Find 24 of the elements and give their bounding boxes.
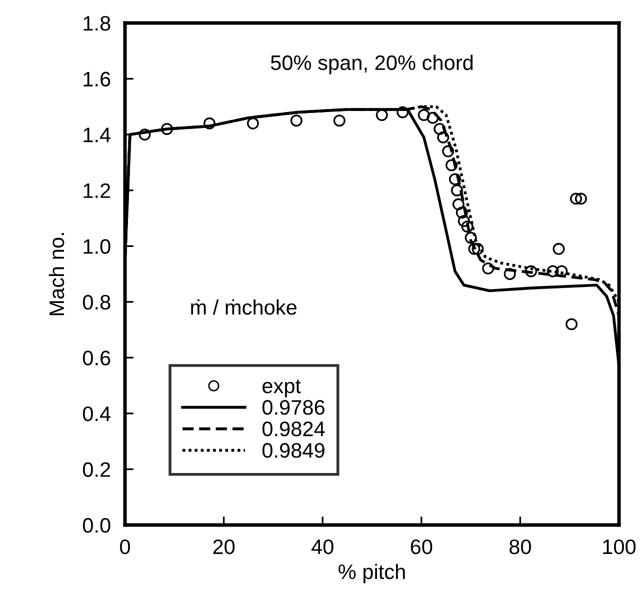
x-tick-label: 100 bbox=[603, 539, 636, 554]
x-axis-title: % pitch bbox=[338, 564, 405, 584]
x-tick-label: 20 bbox=[213, 539, 235, 554]
y-tick-label: 0.6 bbox=[82, 350, 110, 366]
y-axis-title: Mach no. bbox=[48, 233, 64, 316]
y-tick-label: 0.2 bbox=[82, 462, 110, 477]
y-tick-label: 1.2 bbox=[84, 183, 110, 198]
legend-label: expt bbox=[262, 380, 301, 398]
y-tick-label: 1.8 bbox=[84, 16, 110, 31]
legend-label: 0.9824 bbox=[262, 422, 325, 436]
y-tick-label: 1.4 bbox=[84, 128, 111, 142]
y-tick-label: 1.6 bbox=[84, 72, 110, 87]
text: 50% span, 20% chord bbox=[270, 54, 473, 74]
y-tick-label: 0.8 bbox=[82, 294, 110, 310]
x-tick-label: 80 bbox=[510, 539, 531, 554]
legend-title: ṁ / ṁchoke bbox=[191, 299, 296, 315]
x-tick-label: 60 bbox=[410, 539, 432, 554]
y-tick-label: 1.0 bbox=[84, 239, 110, 254]
x-tick-label: 40 bbox=[311, 539, 334, 554]
legend-label: 0.9786 bbox=[262, 400, 324, 415]
y-tick-label: 0.4 bbox=[82, 406, 111, 422]
x-tick-label: 0 bbox=[120, 539, 130, 554]
y-tick-label: 0.0 bbox=[82, 518, 110, 533]
legend-label: 0.9849 bbox=[262, 443, 324, 458]
